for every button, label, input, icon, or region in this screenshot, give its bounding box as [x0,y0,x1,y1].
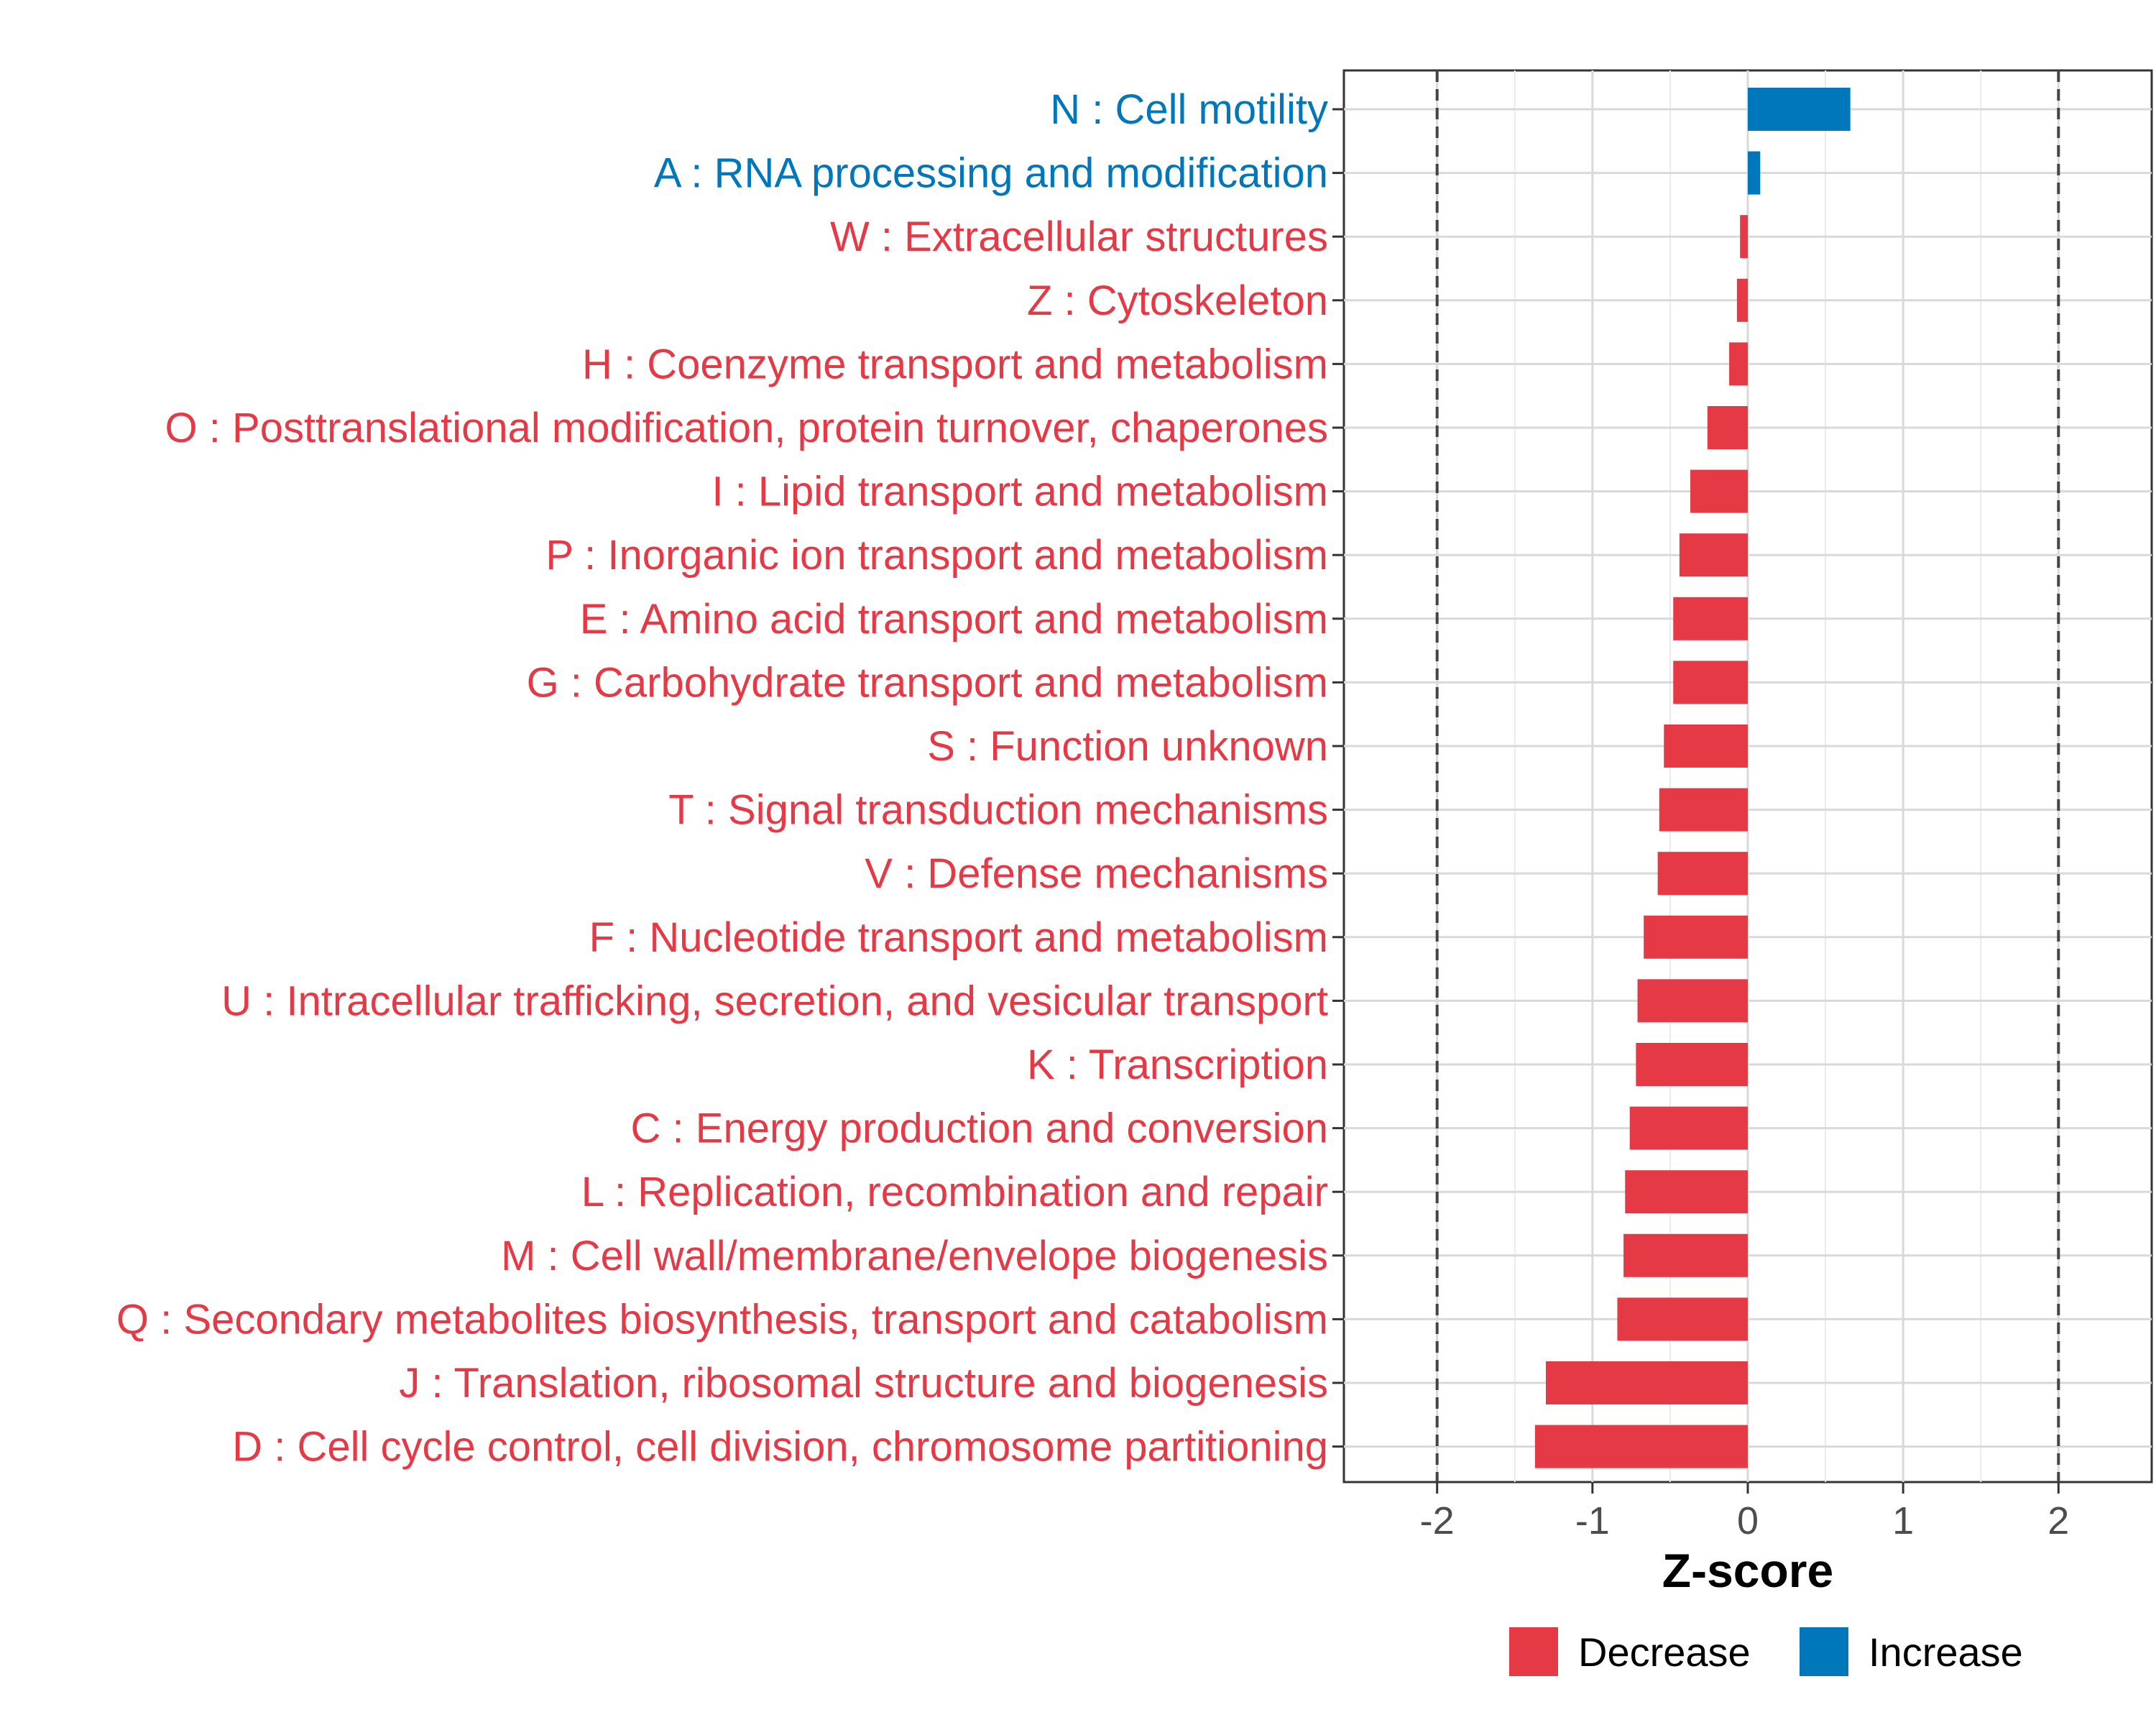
category-label: S : Function unknown [927,723,1328,770]
x-tick-label: 2 [2047,1499,2069,1542]
bar [1623,1233,1748,1277]
bar [1690,469,1748,513]
x-tick-label: 0 [1737,1499,1759,1542]
legend-swatch-decrease [1509,1627,1558,1676]
bar [1625,1170,1748,1214]
reference-lines [1435,70,2060,1482]
bar [1546,1361,1748,1404]
legend: Decrease Increase [1509,1627,2023,1676]
category-label: A : RNA processing and modification [654,150,1328,197]
category-label: Q : Secondary metabolites biosynthesis, … [116,1296,1328,1343]
bar [1534,1425,1748,1468]
y-axis-category-labels: N : Cell motility A : RNA processing and … [116,86,1328,1471]
category-label: J : Translation, ribosomal structure and… [399,1360,1328,1407]
bar [1740,215,1748,259]
category-label: G : Carbohydrate transport and metabolis… [527,659,1328,706]
category-label: K : Transcription [1027,1041,1328,1088]
x-axis-ticks: -2 -1 0 1 2 [1420,1482,2069,1542]
bar [1679,533,1748,577]
bar [1659,788,1748,832]
bar [1673,661,1748,704]
legend-swatch-increase [1800,1627,1848,1676]
bar [1636,1043,1748,1086]
category-label: M : Cell wall/membrane/envelope biogenes… [501,1233,1328,1279]
category-label: H : Coenzyme transport and metabolism [582,341,1328,387]
category-label: P : Inorganic ion transport and metaboli… [545,532,1328,579]
bar [1748,151,1761,195]
category-label: V : Defense mechanisms [865,850,1328,897]
category-label: N : Cell motility [1050,86,1328,133]
category-label: U : Intracellular trafficking, secretion… [221,978,1328,1024]
bar [1673,597,1748,640]
bar [1629,1106,1748,1150]
x-tick-label: -1 [1575,1499,1610,1542]
x-tick-label: -2 [1420,1499,1455,1542]
category-label: Z : Cytoskeleton [1027,277,1328,324]
category-label: I : Lipid transport and metabolism [711,469,1328,515]
bar [1644,915,1748,959]
category-label: W : Extracellular structures [830,213,1328,260]
category-label: T : Signal transduction mechanisms [668,787,1328,834]
bars [1534,88,1851,1468]
bar [1664,724,1748,768]
bar [1617,1297,1748,1341]
bar [1736,278,1748,322]
category-label: C : Energy production and conversion [631,1105,1328,1152]
y-axis-ticks [1332,108,1344,1448]
category-label: E : Amino acid transport and metabolism [580,596,1328,643]
category-label: O : Posttranslational modification, prot… [165,405,1328,451]
legend-label-increase: Increase [1869,1629,2023,1675]
bar [1637,979,1748,1023]
x-tick-label: 1 [1892,1499,1914,1542]
bar [1748,88,1851,131]
category-label: F : Nucleotide transport and metabolism [589,914,1328,961]
legend-label-decrease: Decrease [1578,1629,1751,1675]
category-label: D : Cell cycle control, cell division, c… [232,1424,1328,1471]
category-label: L : Replication, recombination and repai… [581,1169,1328,1215]
x-axis-title: Z-score [1662,1544,1833,1597]
bar [1729,342,1748,386]
bar [1707,406,1748,449]
bar [1657,852,1748,896]
